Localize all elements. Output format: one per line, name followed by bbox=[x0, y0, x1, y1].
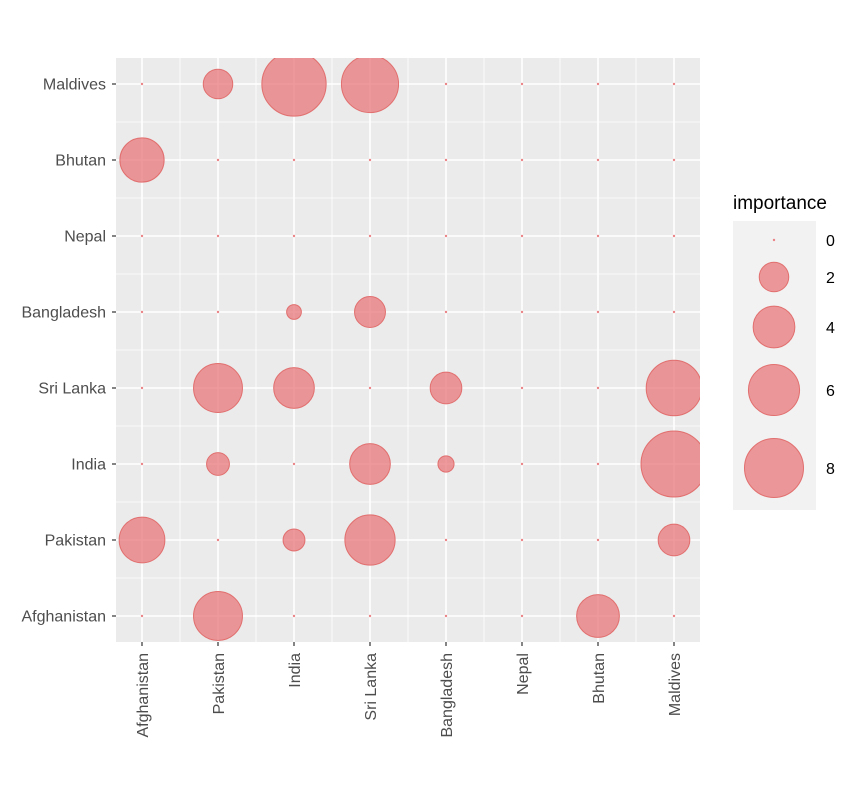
data-point bbox=[444, 614, 448, 618]
data-point bbox=[140, 234, 144, 238]
data-point bbox=[596, 462, 600, 466]
data-point bbox=[444, 538, 448, 542]
data-point bbox=[261, 58, 327, 117]
legend-key bbox=[743, 437, 805, 499]
data-point bbox=[140, 614, 144, 618]
data-point bbox=[140, 310, 144, 314]
legend: importance 0 2 4 6 8 bbox=[733, 193, 835, 510]
legend-label: 2 bbox=[826, 270, 835, 287]
legend-key bbox=[747, 363, 801, 417]
data-point bbox=[645, 359, 700, 417]
data-point bbox=[119, 137, 165, 183]
x-tick-label: Bangladesh bbox=[439, 653, 456, 738]
data-points bbox=[118, 58, 700, 641]
x-tick-label: Nepal bbox=[515, 653, 532, 695]
data-point bbox=[444, 310, 448, 314]
data-point bbox=[657, 523, 691, 557]
gridlines bbox=[116, 58, 700, 642]
data-point bbox=[216, 310, 220, 314]
data-point bbox=[596, 386, 600, 390]
data-point bbox=[520, 386, 524, 390]
data-point bbox=[520, 158, 524, 162]
data-point bbox=[282, 528, 306, 552]
legend-key bbox=[752, 305, 796, 349]
y-tick-label: Afghanistan bbox=[21, 609, 106, 626]
x-tick-label: Bhutan bbox=[591, 653, 608, 704]
data-point bbox=[444, 82, 448, 86]
data-point bbox=[216, 538, 220, 542]
data-point bbox=[520, 462, 524, 466]
data-point bbox=[672, 234, 676, 238]
data-point bbox=[140, 462, 144, 466]
data-point bbox=[292, 234, 296, 238]
legend-label: 0 bbox=[826, 233, 835, 250]
x-tick-label: Afghanistan bbox=[135, 653, 152, 738]
data-point bbox=[520, 234, 524, 238]
data-point bbox=[292, 158, 296, 162]
data-point bbox=[520, 614, 524, 618]
data-point bbox=[429, 371, 463, 405]
y-tick-label: Maldives bbox=[43, 77, 106, 94]
data-point bbox=[368, 158, 372, 162]
data-point bbox=[354, 296, 386, 328]
legend-key bbox=[772, 238, 776, 242]
y-tick-label: Bhutan bbox=[55, 153, 106, 170]
x-tick-label: Sri Lanka bbox=[363, 653, 380, 721]
data-point bbox=[193, 591, 243, 641]
data-point bbox=[672, 310, 676, 314]
data-point bbox=[520, 538, 524, 542]
legend-key bbox=[758, 261, 790, 293]
x-tick-label: Pakistan bbox=[211, 653, 228, 714]
data-point bbox=[368, 614, 372, 618]
y-tick-label: Sri Lanka bbox=[38, 381, 106, 398]
data-point bbox=[292, 462, 296, 466]
y-tick-label: Pakistan bbox=[45, 533, 106, 550]
data-point bbox=[444, 234, 448, 238]
data-point bbox=[193, 363, 243, 413]
data-point bbox=[344, 514, 396, 566]
data-point bbox=[202, 68, 234, 100]
axes: Afghanistan Pakistan India Sri Lanka Banglad… bbox=[21, 77, 684, 738]
data-point bbox=[340, 58, 400, 114]
data-point bbox=[576, 594, 620, 638]
data-point bbox=[596, 234, 600, 238]
data-point bbox=[520, 82, 524, 86]
data-point bbox=[349, 443, 391, 485]
y-tick-label: Bangladesh bbox=[21, 305, 106, 322]
data-point bbox=[216, 234, 220, 238]
data-point bbox=[368, 234, 372, 238]
x-tick-label: Maldives bbox=[667, 653, 684, 716]
data-point bbox=[437, 455, 455, 473]
legend-label: 4 bbox=[826, 320, 835, 337]
data-point bbox=[292, 614, 296, 618]
data-point bbox=[206, 452, 230, 476]
data-point bbox=[216, 158, 220, 162]
data-point bbox=[273, 367, 315, 409]
data-point bbox=[596, 310, 600, 314]
data-point bbox=[596, 538, 600, 542]
data-point bbox=[368, 386, 372, 390]
data-point bbox=[596, 158, 600, 162]
x-tick-label: India bbox=[287, 653, 304, 688]
legend-label: 6 bbox=[826, 383, 835, 400]
data-point bbox=[118, 516, 166, 564]
y-tick-label: India bbox=[71, 457, 106, 474]
data-point bbox=[672, 82, 676, 86]
data-point bbox=[520, 310, 524, 314]
data-point bbox=[444, 158, 448, 162]
data-point bbox=[140, 386, 144, 390]
data-point bbox=[286, 304, 302, 320]
legend-title: importance bbox=[733, 193, 827, 214]
data-point bbox=[596, 82, 600, 86]
y-tick-label: Nepal bbox=[64, 229, 106, 246]
data-point bbox=[672, 158, 676, 162]
data-point bbox=[640, 430, 700, 498]
data-point bbox=[140, 82, 144, 86]
data-point bbox=[672, 614, 676, 618]
legend-label: 8 bbox=[826, 461, 835, 478]
